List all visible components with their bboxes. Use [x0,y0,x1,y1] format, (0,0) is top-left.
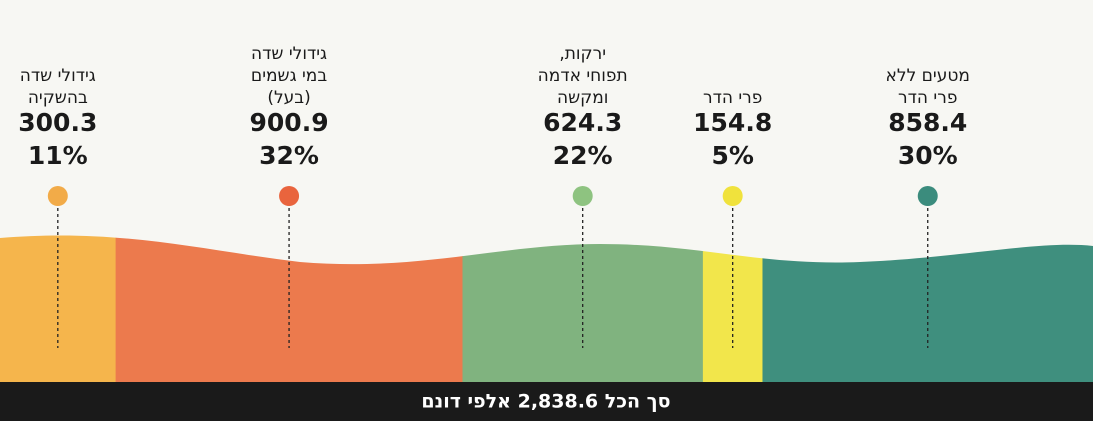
ground [0,235,1093,382]
segment [702,235,763,382]
category-label: גידולי שדה [20,66,96,86]
percent-label: 5% [711,141,753,170]
category-label: מטעים ללא [886,66,970,86]
category-label: גידולי שדה [251,44,327,64]
percent-label: 32% [259,141,319,170]
dot [917,186,938,206]
value-label: 624.3 [543,108,622,137]
segment [462,235,704,382]
category-label: תפוחי אדמה [538,66,628,86]
value-label: 900.9 [250,108,329,137]
value-label: 300.3 [18,108,97,137]
category-label: פרי הדר [703,88,762,108]
category-label: במי גשמים [251,66,327,86]
category-label: (בעל) [267,88,310,108]
value-label: 858.4 [888,108,967,137]
category-label: ירקות, [559,44,606,64]
percent-label: 11% [28,141,88,170]
value-label: 154.8 [693,108,772,137]
dot [572,186,593,206]
footer-text: סך הכל 2,838.6 אלפי דונם [421,391,670,413]
percent-label: 22% [553,141,613,170]
percent-label: 30% [898,141,958,170]
category-label: ומקשה [557,88,608,108]
dot [279,186,300,206]
segment [0,235,117,382]
dot [47,186,68,206]
category-label: פרי הדר [898,88,957,108]
footer-bar [0,382,1093,421]
dot [722,186,743,206]
category-label: בהשקיה [28,88,88,108]
